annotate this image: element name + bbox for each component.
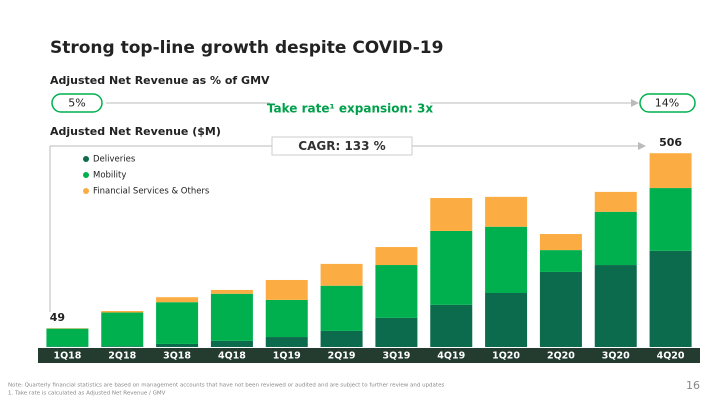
bar-segment [485,226,528,293]
x-tick-label: 4Q18 [218,351,246,362]
x-tick-label: 3Q19 [382,351,410,362]
bar-segment [594,211,637,266]
bar-segment [156,297,199,303]
x-tick-label: 1Q19 [273,351,301,362]
bar-segment [539,271,582,347]
x-tick-label: 1Q20 [492,351,520,362]
bar-segment [101,310,144,313]
bar-segment [649,153,692,189]
bar-segment [430,304,473,347]
bar-segment [156,343,199,347]
bar-segment [594,265,637,347]
x-tick-label: 4Q20 [657,351,685,362]
bar-segment [265,337,308,347]
bar-segment [375,247,418,266]
pill-start [51,93,103,113]
bar-segment [539,234,582,251]
total-label: 49 [50,311,65,324]
note: 1. Take rate is calculated as Adjusted N… [8,391,166,397]
legend-swatch [83,172,89,178]
bar-segment [210,293,253,341]
bar-segment [375,265,418,318]
legend-label: Deliveries [93,155,136,165]
bar-segment [320,330,363,347]
bar-segment [649,250,692,347]
x-tick-label: 1Q18 [53,351,81,362]
slide-title: Strong top-line growth despite COVID-19 [50,38,443,58]
bar-segment [210,289,253,294]
bar-segment [101,312,144,347]
bar-segment [265,299,308,338]
bar-segment [485,196,528,227]
take-rate-label: Adjusted Net Revenue as % of GMV [50,74,270,87]
take-rate-start: 5% [68,97,85,110]
cagr-box [271,136,413,156]
bar-segment [594,191,637,212]
bar-segment [485,292,528,347]
page-number: 16 [686,379,700,392]
bar-segment [265,279,308,300]
take-rate-end: 14% [655,97,679,110]
pill-end [639,93,696,113]
x-tick-label: 2Q19 [328,351,356,362]
total-label: 506 [659,136,682,149]
bar-segment [320,263,363,286]
take-rate-bg [270,98,430,118]
bar-segment [210,340,253,347]
bar-segment [156,302,199,344]
bar-segment [430,230,473,305]
axis-band [38,348,700,363]
bar-segment [649,188,692,251]
x-tick-label: 2Q20 [547,351,575,362]
legend-swatch [83,156,89,162]
bar-segment [101,346,144,347]
cagr-text: CAGR: 133 % [298,139,385,153]
x-tick-label: 3Q20 [602,351,630,362]
bar-segment [375,317,418,347]
x-tick-label: 4Q19 [437,351,465,362]
legend-label: Financial Services & Others [93,187,210,197]
legend-label: Mobility [93,171,126,181]
x-tick-label: 3Q18 [163,351,191,362]
note: Note: Quarterly financial statistics are… [8,383,444,389]
legend-swatch [83,188,89,194]
take-rate-text: Take rate¹ expansion: 3x [267,102,434,116]
bar-segment [539,250,582,272]
bar-segment [430,198,473,231]
chart-subtitle: Adjusted Net Revenue ($M) [50,125,221,138]
bar-segment [320,285,363,331]
x-tick-label: 2Q18 [108,351,136,362]
bar-segment [46,328,89,347]
